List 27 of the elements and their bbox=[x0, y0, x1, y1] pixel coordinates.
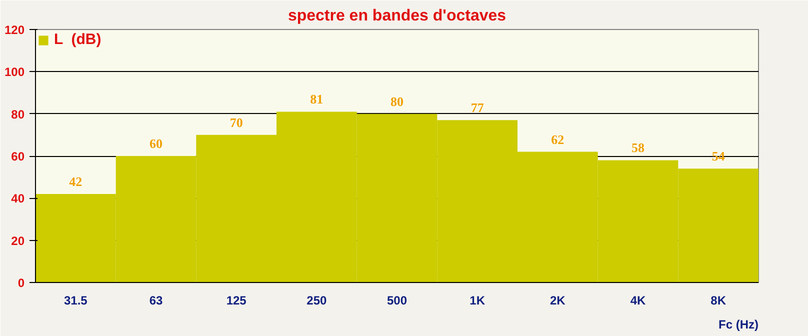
y-tick-label: 100 bbox=[4, 65, 25, 80]
x-tick-label: 1K bbox=[470, 294, 486, 308]
data-label: 42 bbox=[69, 174, 82, 189]
y-tick-label: 20 bbox=[11, 234, 25, 248]
x-axis-title: Fc (Hz) bbox=[718, 318, 759, 332]
data-label: 77 bbox=[470, 100, 484, 116]
data-label: 62 bbox=[551, 132, 564, 147]
x-tick-label: 4K bbox=[630, 294, 646, 308]
data-label: 70 bbox=[230, 114, 243, 130]
y-tick-label: 0 bbox=[18, 276, 25, 290]
data-label: 58 bbox=[632, 140, 645, 156]
y-tick-label: 80 bbox=[11, 107, 25, 122]
chart-title: spectre en bandes d'octaves bbox=[288, 8, 506, 24]
x-tick-label: 500 bbox=[386, 294, 408, 308]
x-tick-label: 63 bbox=[149, 294, 163, 308]
data-label: 81 bbox=[310, 92, 324, 107]
y-tick-label: 60 bbox=[11, 150, 25, 164]
x-tick-label: 2K bbox=[550, 294, 566, 308]
data-label: 60 bbox=[150, 136, 162, 151]
legend-label: L (dB) bbox=[54, 31, 102, 48]
data-label: 80 bbox=[390, 94, 404, 109]
x-tick-label: 125 bbox=[226, 294, 247, 308]
y-tick-label: 120 bbox=[4, 23, 25, 37]
x-tick-label: 8K bbox=[710, 294, 726, 308]
x-tick-label: 250 bbox=[306, 294, 328, 308]
x-tick-label: 31.5 bbox=[64, 294, 88, 308]
y-tick-label: 40 bbox=[11, 192, 25, 206]
